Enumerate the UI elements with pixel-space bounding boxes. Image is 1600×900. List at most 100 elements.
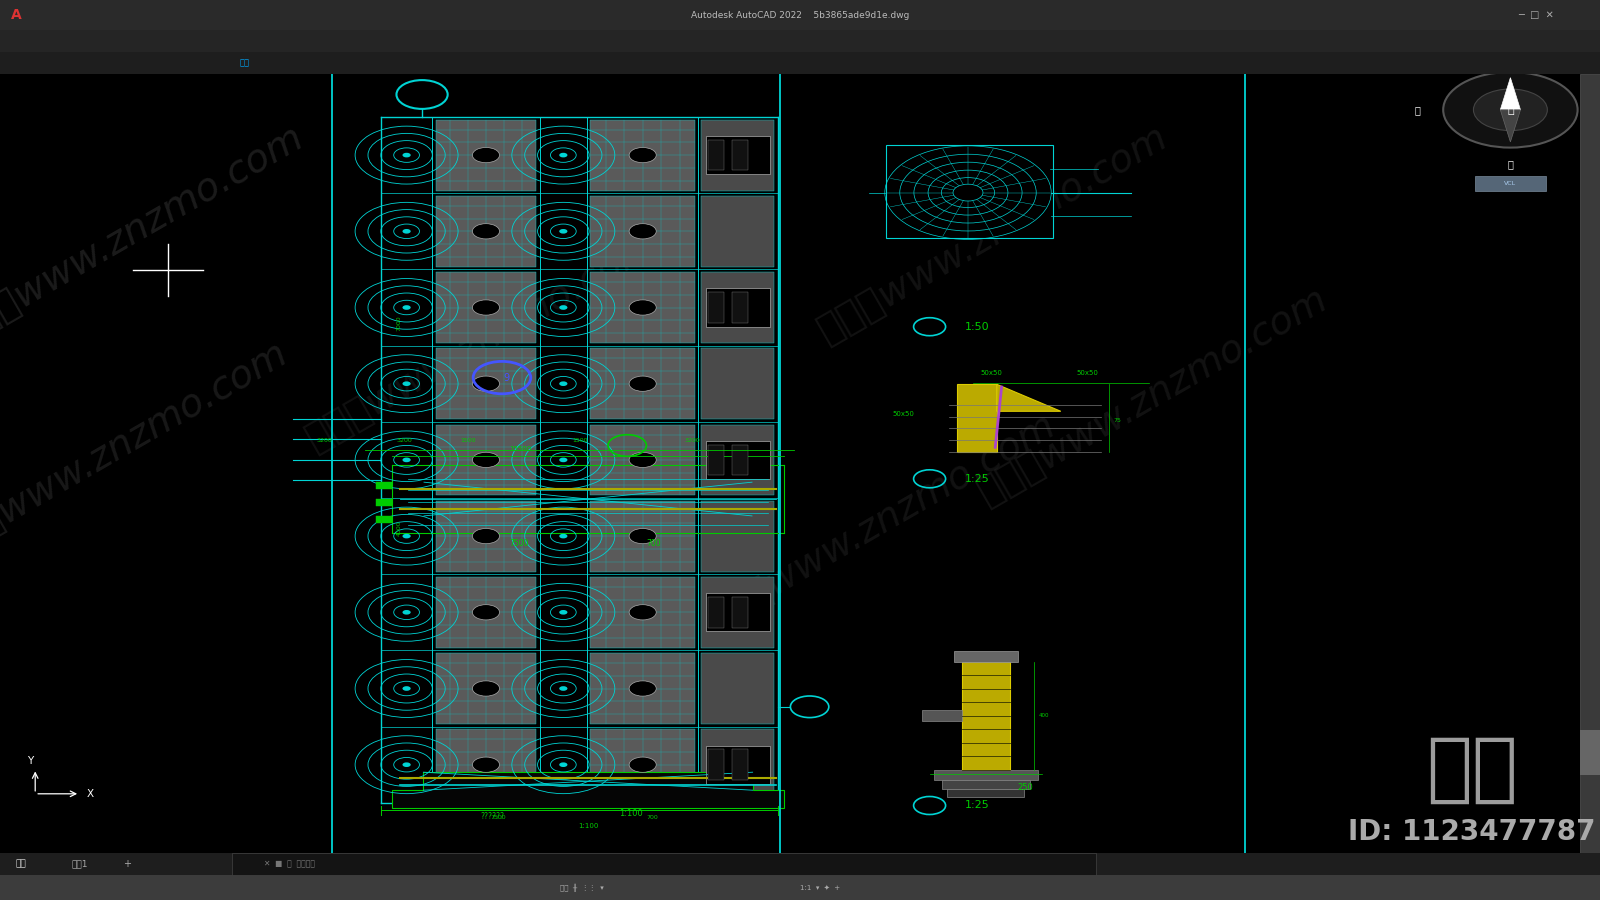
Text: 上: 上 bbox=[1507, 104, 1514, 115]
Text: 1:25: 1:25 bbox=[965, 800, 989, 811]
Bar bbox=[701, 425, 774, 495]
Bar bbox=[435, 500, 536, 572]
Text: 50x50: 50x50 bbox=[981, 370, 1003, 376]
Circle shape bbox=[629, 148, 656, 163]
Text: 1500: 1500 bbox=[461, 438, 477, 444]
Circle shape bbox=[472, 528, 499, 544]
Bar bbox=[706, 593, 770, 632]
Bar bbox=[1581, 74, 1600, 853]
Circle shape bbox=[403, 610, 411, 615]
Circle shape bbox=[472, 681, 499, 696]
Bar bbox=[706, 136, 770, 175]
Text: 知末: 知末 bbox=[1426, 733, 1518, 806]
Text: 7500: 7500 bbox=[490, 815, 506, 820]
Bar bbox=[947, 789, 1024, 796]
Circle shape bbox=[403, 305, 411, 310]
Circle shape bbox=[472, 376, 499, 392]
Bar bbox=[701, 500, 774, 572]
Bar bbox=[957, 384, 997, 452]
Text: 9: 9 bbox=[504, 373, 510, 382]
Bar bbox=[1475, 176, 1546, 191]
Text: 250: 250 bbox=[1018, 783, 1034, 792]
Circle shape bbox=[472, 605, 499, 620]
Bar bbox=[0, 875, 1600, 900]
Bar bbox=[707, 140, 723, 170]
Text: 1:100: 1:100 bbox=[578, 823, 598, 829]
Bar bbox=[941, 780, 1030, 789]
Bar bbox=[922, 710, 962, 721]
Polygon shape bbox=[392, 772, 784, 808]
Circle shape bbox=[560, 305, 568, 310]
Circle shape bbox=[1443, 72, 1578, 148]
Circle shape bbox=[629, 528, 656, 544]
Text: 50x50: 50x50 bbox=[1077, 370, 1099, 376]
Circle shape bbox=[560, 534, 568, 538]
Bar bbox=[731, 750, 747, 780]
Bar bbox=[435, 425, 536, 495]
Text: 1:25: 1:25 bbox=[965, 473, 989, 484]
Bar bbox=[706, 745, 770, 784]
Bar bbox=[435, 272, 536, 343]
Text: 模型  ╂  ⋮⋮  ▾: 模型 ╂ ⋮⋮ ▾ bbox=[560, 883, 603, 892]
Text: X: X bbox=[86, 788, 93, 799]
Bar bbox=[435, 196, 536, 266]
Text: 700: 700 bbox=[646, 815, 659, 820]
Bar bbox=[706, 288, 770, 327]
Circle shape bbox=[403, 457, 411, 463]
Bar bbox=[590, 272, 694, 343]
Text: 知末网www.znzmo.com: 知末网www.znzmo.com bbox=[810, 118, 1174, 350]
Text: 75: 75 bbox=[1114, 418, 1122, 423]
Bar bbox=[701, 348, 774, 419]
Bar bbox=[435, 348, 536, 419]
Circle shape bbox=[560, 686, 568, 691]
Circle shape bbox=[403, 686, 411, 691]
Bar bbox=[0, 30, 1600, 52]
Bar bbox=[707, 445, 723, 475]
Text: 西: 西 bbox=[1414, 104, 1421, 115]
Text: 400: 400 bbox=[1038, 713, 1050, 718]
Circle shape bbox=[560, 153, 568, 157]
Circle shape bbox=[629, 757, 656, 772]
Circle shape bbox=[472, 757, 499, 772]
Bar bbox=[590, 120, 694, 191]
Text: 知末网www.znzmo.com: 知末网www.znzmo.com bbox=[0, 334, 294, 566]
Circle shape bbox=[560, 382, 568, 386]
Circle shape bbox=[629, 453, 656, 467]
Bar bbox=[376, 482, 392, 489]
Bar bbox=[435, 729, 536, 800]
Text: 知末网www.znzmo.com: 知末网www.znzmo.com bbox=[698, 406, 1062, 638]
Text: 南: 南 bbox=[1507, 159, 1514, 169]
Bar bbox=[590, 196, 694, 266]
Text: 7000: 7000 bbox=[397, 315, 402, 330]
Polygon shape bbox=[997, 384, 1061, 411]
Text: 北: 北 bbox=[1507, 50, 1514, 60]
Text: Y: Y bbox=[27, 756, 34, 766]
Text: 知末网www.znzmo.com: 知末网www.znzmo.com bbox=[970, 280, 1334, 512]
Text: +: + bbox=[123, 859, 131, 869]
Bar bbox=[0, 52, 1600, 74]
Text: 3200: 3200 bbox=[397, 438, 413, 444]
Bar bbox=[435, 577, 536, 648]
Circle shape bbox=[560, 229, 568, 234]
Text: 3200: 3200 bbox=[685, 438, 701, 444]
Bar bbox=[934, 770, 1038, 780]
Text: ??????: ?????? bbox=[480, 812, 504, 821]
Bar bbox=[706, 441, 770, 479]
Text: 布局1: 布局1 bbox=[72, 860, 88, 868]
Bar bbox=[701, 653, 774, 724]
Circle shape bbox=[1474, 89, 1547, 130]
Bar bbox=[435, 653, 536, 724]
Text: ID: 1123477787: ID: 1123477787 bbox=[1349, 818, 1595, 847]
Circle shape bbox=[629, 300, 656, 315]
Bar bbox=[0, 853, 1600, 875]
Circle shape bbox=[403, 229, 411, 234]
Text: Autodesk AutoCAD 2022    5b3865ade9d1e.dwg: Autodesk AutoCAD 2022 5b3865ade9d1e.dwg bbox=[691, 11, 909, 20]
Text: 1:1  ▾  ✦  +: 1:1 ▾ ✦ + bbox=[800, 885, 840, 890]
Bar bbox=[954, 651, 1018, 661]
Bar bbox=[701, 577, 774, 648]
Bar bbox=[701, 729, 774, 800]
Circle shape bbox=[472, 300, 499, 315]
Text: 3200: 3200 bbox=[317, 438, 333, 444]
Text: 4000: 4000 bbox=[397, 521, 402, 536]
Bar bbox=[707, 597, 723, 627]
